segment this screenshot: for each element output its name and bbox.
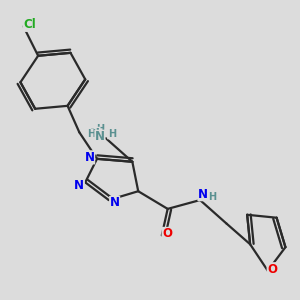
- Text: N: N: [198, 188, 208, 201]
- Text: N: N: [90, 127, 100, 140]
- Text: O: O: [267, 263, 277, 276]
- Text: H: H: [87, 129, 95, 139]
- Text: H: H: [96, 124, 104, 134]
- Text: N: N: [110, 196, 120, 209]
- Text: N: N: [85, 151, 94, 164]
- Text: H: H: [108, 129, 116, 139]
- Text: N: N: [74, 179, 84, 192]
- Text: H: H: [208, 192, 217, 202]
- Text: O: O: [162, 227, 172, 240]
- Text: Cl: Cl: [23, 18, 36, 32]
- Text: N: N: [95, 130, 105, 143]
